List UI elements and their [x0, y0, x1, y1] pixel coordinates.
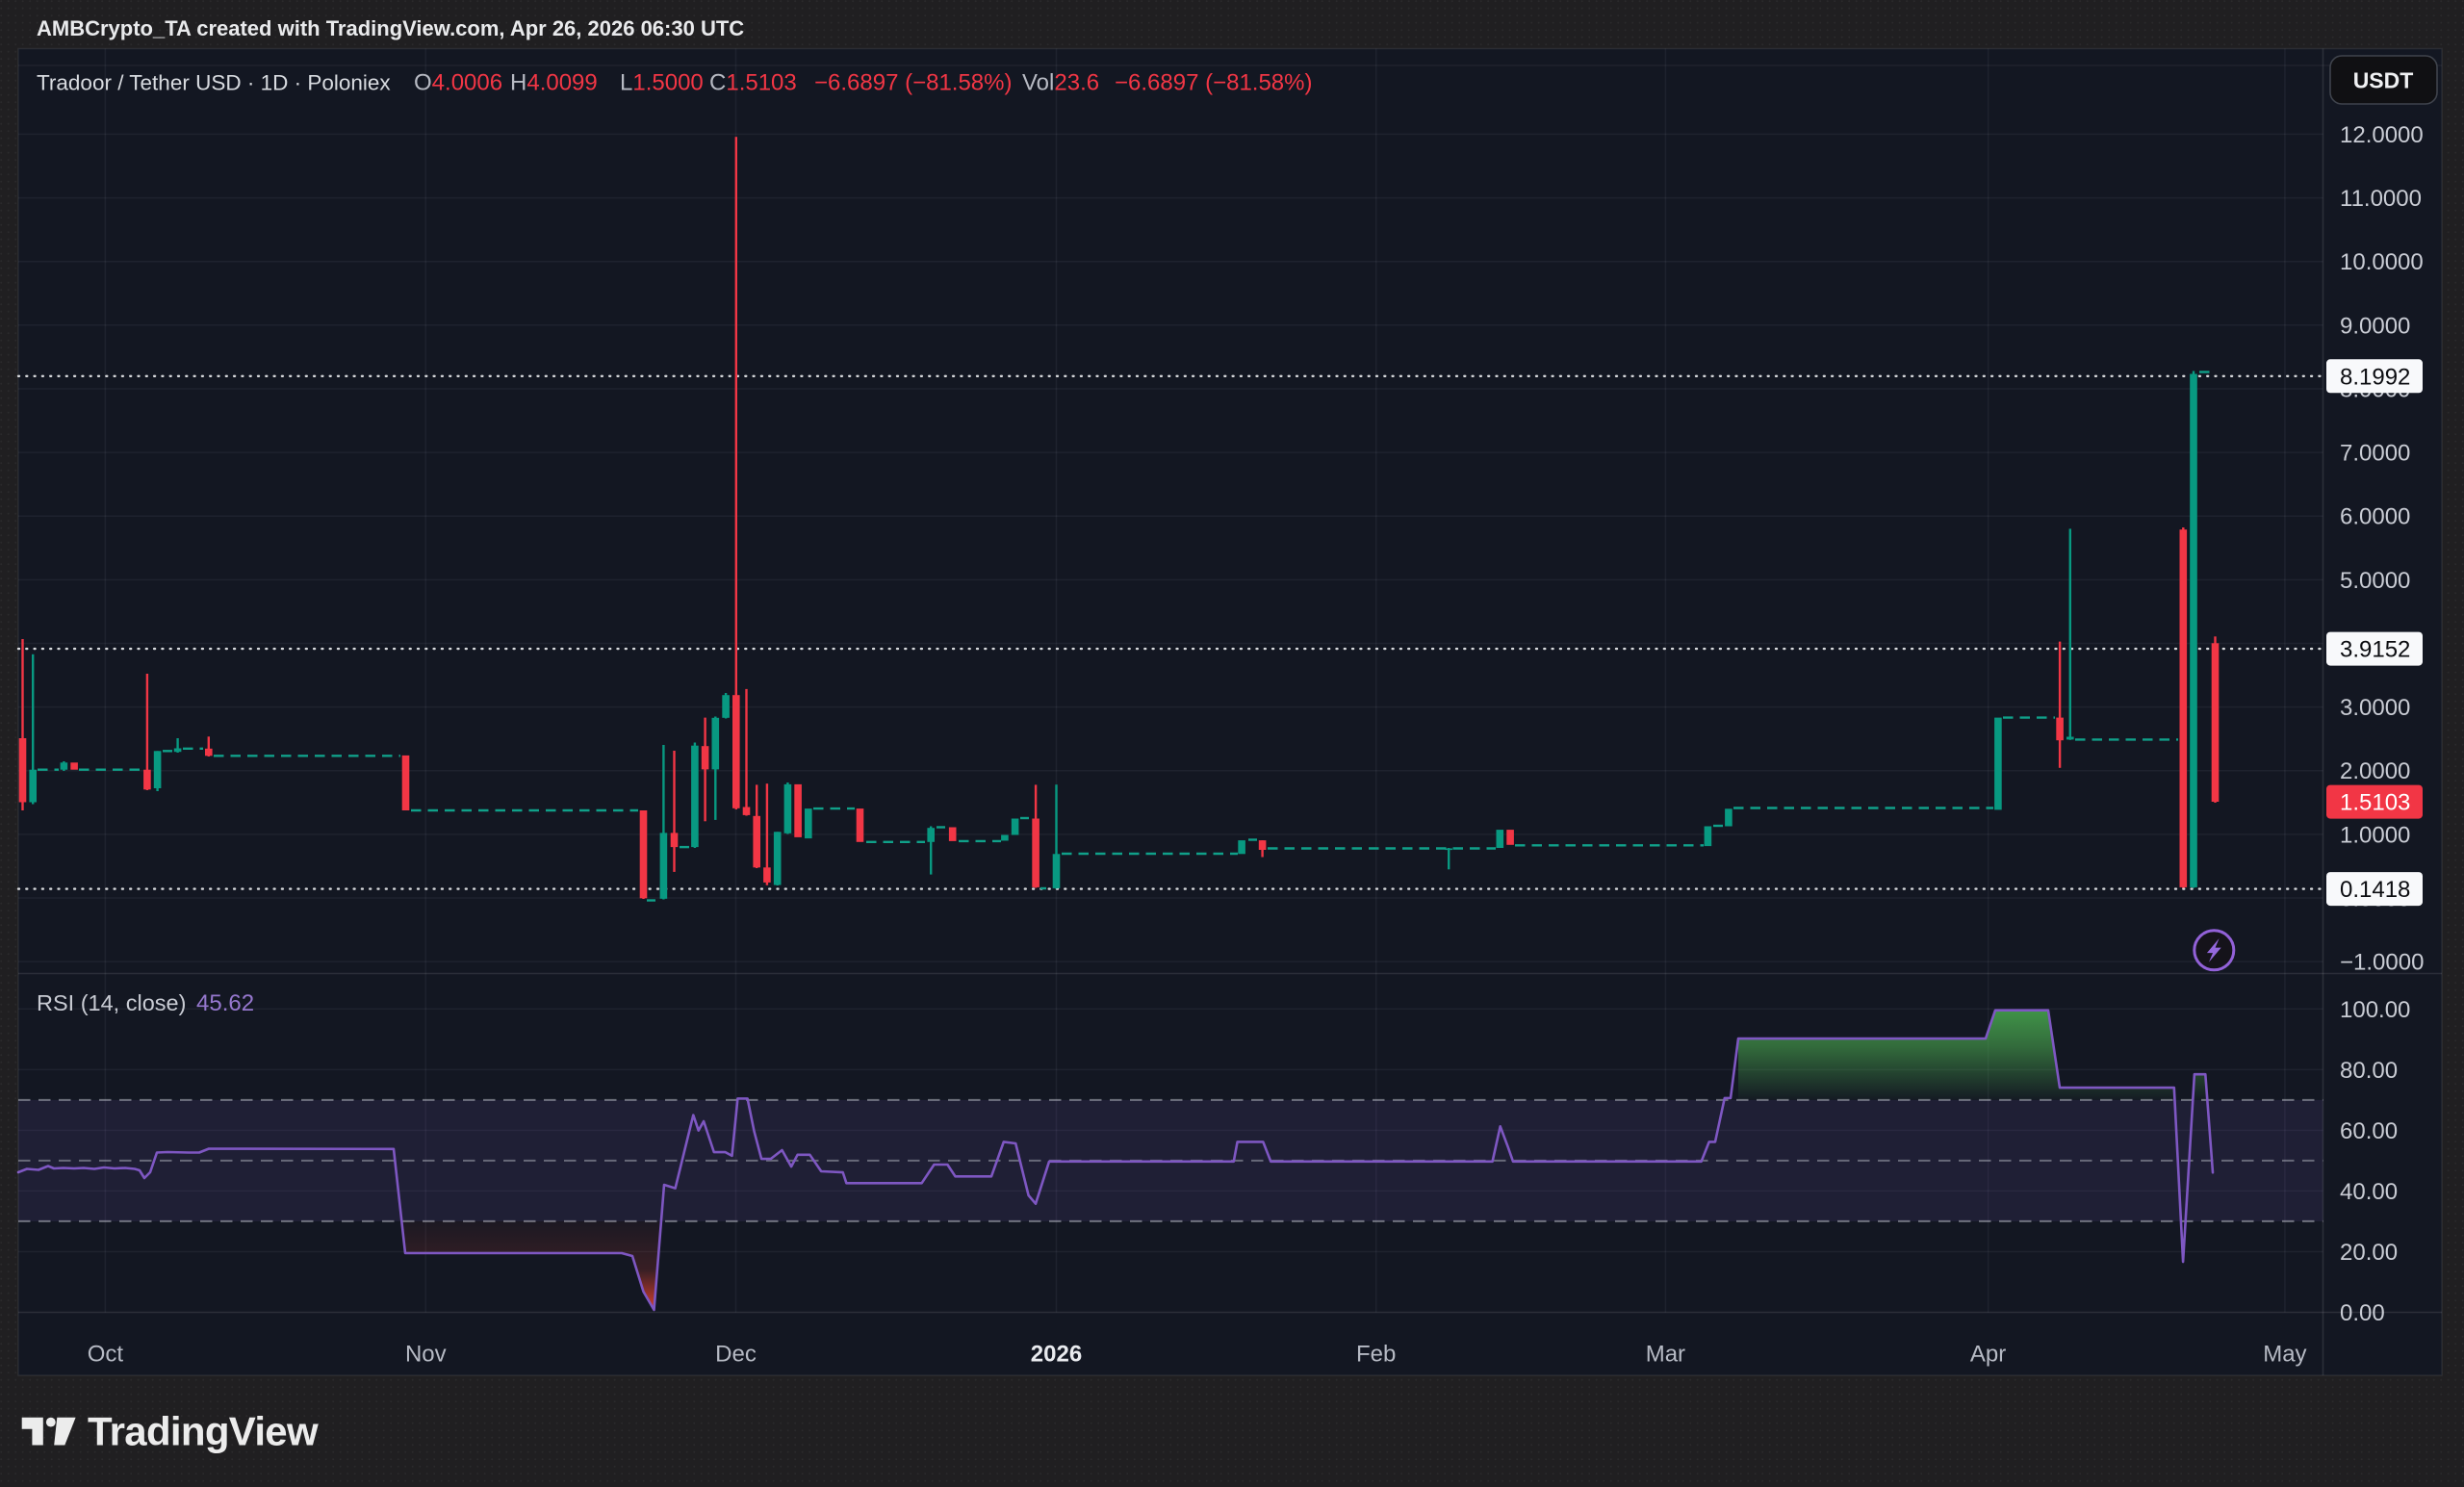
svg-text:10.0000: 10.0000 — [2340, 249, 2424, 275]
svg-text:3.0000: 3.0000 — [2340, 695, 2410, 721]
svg-text:5.0000: 5.0000 — [2340, 568, 2410, 594]
svg-text:3.9152: 3.9152 — [2340, 637, 2410, 663]
svg-text:7.0000: 7.0000 — [2340, 441, 2410, 467]
svg-text:−1.0000: −1.0000 — [2340, 950, 2424, 976]
svg-text:AMBCrypto_TA created with Trad: AMBCrypto_TA created with TradingView.co… — [37, 16, 744, 40]
svg-text:8.1992: 8.1992 — [2340, 364, 2410, 390]
svg-text:Dec: Dec — [715, 1342, 757, 1368]
svg-text:0.00: 0.00 — [2340, 1300, 2385, 1326]
svg-text:1.5103: 1.5103 — [2340, 790, 2410, 816]
svg-text:TradingView: TradingView — [88, 1409, 319, 1454]
svg-text:45.62: 45.62 — [196, 990, 254, 1016]
svg-text:11.0000: 11.0000 — [2340, 186, 2422, 212]
svg-text:Mar: Mar — [1646, 1342, 1685, 1368]
svg-text:2.0000: 2.0000 — [2340, 758, 2410, 784]
svg-text:Nov: Nov — [405, 1342, 447, 1368]
svg-text:1.0000: 1.0000 — [2340, 822, 2410, 848]
svg-text:Tradoor / Tether USD · 1D · Po: Tradoor / Tether USD · 1D · Poloniex — [37, 71, 391, 95]
svg-text:80.00: 80.00 — [2340, 1058, 2398, 1084]
svg-text:12.0000: 12.0000 — [2340, 122, 2424, 148]
svg-text:0.1418: 0.1418 — [2340, 877, 2410, 903]
svg-text:40.00: 40.00 — [2340, 1179, 2398, 1205]
svg-text:6.0000: 6.0000 — [2340, 504, 2410, 530]
svg-text:60.00: 60.00 — [2340, 1118, 2398, 1144]
svg-text:9.0000: 9.0000 — [2340, 313, 2410, 339]
svg-text:Oct: Oct — [88, 1342, 124, 1368]
svg-text:20.00: 20.00 — [2340, 1240, 2398, 1266]
svg-text:Apr: Apr — [1970, 1342, 2006, 1368]
svg-text:2026: 2026 — [1031, 1342, 1082, 1368]
svg-text:May: May — [2263, 1342, 2306, 1368]
svg-text:USDT: USDT — [2353, 68, 2414, 93]
svg-text:Feb: Feb — [1356, 1342, 1396, 1368]
svg-text:100.00: 100.00 — [2340, 997, 2410, 1023]
svg-text:RSI (14, close): RSI (14, close) — [37, 990, 186, 1015]
